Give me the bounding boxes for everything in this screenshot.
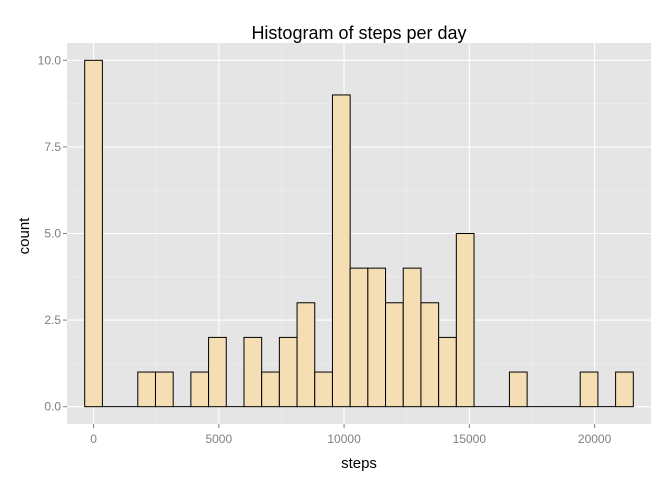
histogram-bar	[385, 302, 404, 408]
histogram-bar	[261, 371, 280, 408]
x-tick-label: 10000	[327, 432, 361, 446]
histogram-bar	[420, 302, 440, 408]
histogram-bar	[349, 267, 369, 408]
x-tick-label: 15000	[453, 432, 487, 446]
y-axis-title: count	[16, 217, 33, 255]
histogram-bar	[154, 371, 174, 408]
histogram-bar	[438, 336, 457, 408]
y-tick-label: 7.5	[44, 140, 61, 154]
histogram-bar	[243, 336, 263, 408]
y-axis-ticks: 0.0 2.5 5.0 7.5 10.0	[38, 53, 67, 414]
y-tick-label: 0.0	[44, 400, 61, 414]
y-tick-label: 10.0	[38, 53, 62, 67]
histogram-bar	[508, 371, 528, 408]
histogram-bar	[331, 94, 351, 408]
x-axis-title: steps	[341, 455, 377, 472]
y-tick-label: 2.5	[44, 313, 61, 327]
histogram-bar	[137, 371, 156, 408]
histogram-bar	[402, 267, 422, 408]
histogram-bars	[84, 59, 634, 408]
histogram-bar	[615, 371, 634, 408]
x-tick-label: 20000	[578, 432, 612, 446]
histogram-bar	[314, 371, 333, 408]
histogram-bar	[190, 371, 210, 408]
histogram-bar	[84, 59, 103, 408]
histogram-bar	[367, 267, 387, 408]
x-axis-ticks: 0 5000 10000 15000 20000	[90, 424, 612, 446]
histogram-bar	[455, 233, 475, 408]
histogram-bar	[579, 371, 599, 408]
y-tick-label: 5.0	[44, 227, 61, 241]
chart-title: Histogram of steps per day	[251, 23, 466, 43]
x-tick-label: 5000	[205, 432, 232, 446]
histogram-bar	[208, 336, 227, 408]
histogram-bar	[296, 302, 316, 408]
x-tick-label: 0	[90, 432, 97, 446]
histogram-bar	[278, 336, 298, 408]
